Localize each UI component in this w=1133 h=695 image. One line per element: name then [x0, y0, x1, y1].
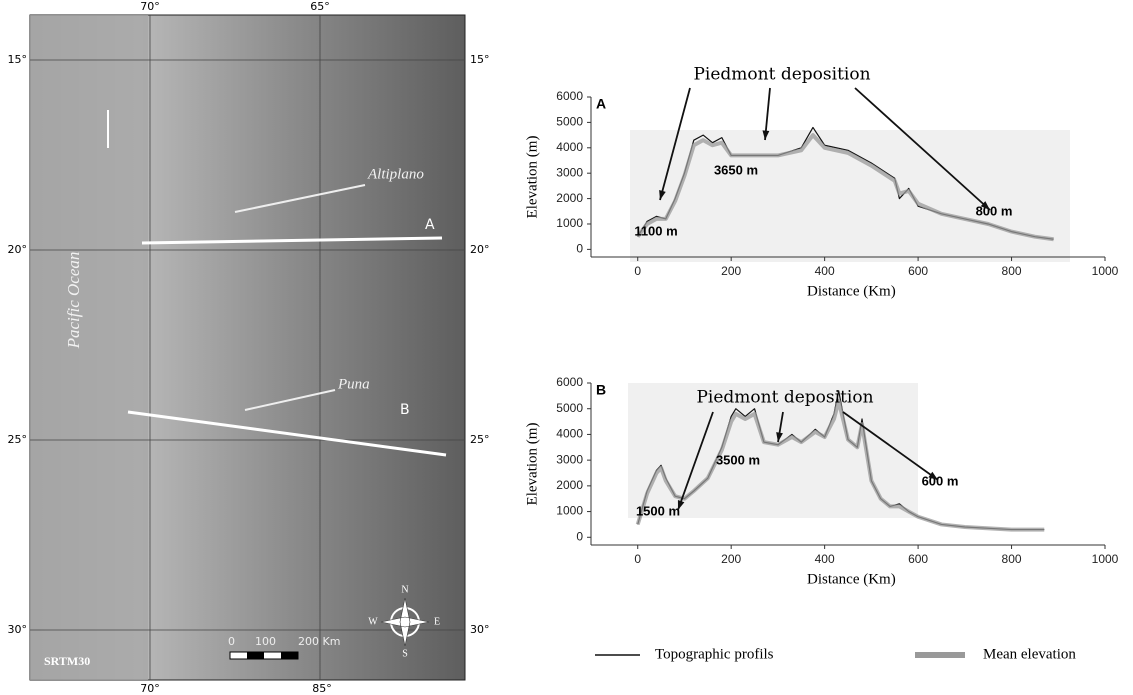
- source-label: SRTM30: [44, 654, 90, 668]
- x-tick-label: 600: [908, 264, 928, 278]
- compass-label: N: [401, 584, 408, 595]
- x-tick-label: 400: [815, 552, 835, 566]
- scale-label: 0: [228, 635, 235, 648]
- x-tick-label: 800: [1002, 552, 1022, 566]
- scale-bar: [281, 652, 298, 659]
- x-tick-label: 200: [721, 552, 741, 566]
- x-tick-label: 0: [634, 552, 641, 566]
- annotation: 1100 m: [634, 223, 677, 238]
- profile-label: B: [400, 402, 410, 418]
- annotation: 800 m: [976, 203, 1013, 218]
- lat-label: 20°: [470, 243, 490, 256]
- panel-label: B: [596, 382, 606, 398]
- map-labels: 70° 65° 70° 85° 15° 20° 25° 30° 15° 20° …: [8, 0, 490, 695]
- map: 70° 65° 70° 85° 15° 20° 25° 30° 15° 20° …: [8, 0, 490, 695]
- y-tick-label: 1000: [556, 216, 583, 230]
- region-label: Puna: [337, 376, 370, 392]
- series-line: [636, 133, 1054, 242]
- compass-label: E: [434, 616, 440, 627]
- legend-label: Topographic profils: [655, 646, 774, 662]
- lon-label: 65°: [310, 0, 330, 13]
- y-tick-label: 4000: [556, 140, 583, 154]
- profile-line: [127, 410, 447, 457]
- y-tick-label: 3000: [556, 452, 583, 466]
- y-tick-label: 0: [576, 529, 583, 543]
- x-tick-label: 1000: [1092, 552, 1119, 566]
- x-axis-label: Distance (Km): [807, 571, 896, 587]
- legend-label: Mean elevation: [983, 646, 1076, 662]
- scale-label: 200 Km: [298, 635, 340, 648]
- graticule: [30, 15, 465, 680]
- legend: Topographic profils Mean elevation: [595, 646, 1076, 662]
- lon-label: 85°: [312, 682, 332, 695]
- arrow: [659, 87, 691, 201]
- annotation: 1500 m: [636, 503, 680, 518]
- profile-chart: 0 1000 2000 3000 4000 5000 6000 0 200 400 600 800 10…: [524, 65, 1118, 300]
- arrow-head: [928, 471, 938, 480]
- series-line: [635, 399, 1045, 532]
- arrow: [854, 87, 991, 211]
- arrow-head: [980, 201, 990, 210]
- y-axis-label: Elevation (m): [524, 136, 540, 219]
- arrow: [842, 411, 939, 481]
- y-tick-label: 5000: [556, 401, 583, 415]
- y-tick-label: 4000: [556, 427, 583, 441]
- arrow: [677, 411, 714, 511]
- arrow-head: [677, 500, 685, 510]
- y-tick-label: 6000: [556, 375, 583, 389]
- lat-label: 15°: [8, 53, 28, 66]
- lat-label: 30°: [470, 623, 490, 636]
- scale-label: 100: [255, 635, 276, 648]
- arrow-head: [762, 130, 770, 140]
- lat-label: 20°: [8, 243, 28, 256]
- y-tick-label: 0: [576, 242, 583, 256]
- annotation: 3650 m: [714, 162, 758, 177]
- x-tick-label: 200: [721, 264, 741, 278]
- lon-label: 70°: [140, 682, 160, 695]
- compass-label: W: [368, 616, 378, 627]
- annotation: 3500 m: [716, 452, 760, 467]
- y-tick-label: 3000: [556, 165, 583, 179]
- y-tick-label: 2000: [556, 191, 583, 205]
- lat-label: 25°: [8, 433, 28, 446]
- ocean-area: [30, 15, 148, 680]
- ocean-label: Pacific Ocean: [64, 252, 83, 350]
- x-tick-label: 1000: [1092, 264, 1119, 278]
- y-tick-label: 6000: [556, 89, 583, 103]
- lat-label: 25°: [470, 433, 490, 446]
- x-tick-label: 800: [1002, 264, 1022, 278]
- arrow-head: [659, 190, 666, 200]
- panel-label: A: [596, 96, 606, 112]
- lat-label: 15°: [470, 53, 490, 66]
- arrow-head: [776, 432, 783, 442]
- x-tick-label: 600: [908, 552, 928, 566]
- shaded-area: [630, 130, 1070, 262]
- compass: N S E W: [368, 584, 440, 659]
- profile-chart: 0 1000 2000 3000 4000 5000 6000 0 200 400 600 800 10…: [524, 375, 1118, 587]
- y-axis-label: Elevation (m): [524, 423, 540, 506]
- arrow: [234, 184, 366, 213]
- lon-label: 70°: [140, 0, 160, 13]
- y-tick-label: 5000: [556, 115, 583, 129]
- annotation: 600 m: [922, 473, 959, 488]
- region-label: Altiplano: [367, 166, 424, 182]
- compass-label: S: [402, 648, 408, 659]
- x-tick-label: 400: [815, 264, 835, 278]
- x-tick-label: 0: [634, 264, 641, 278]
- arrow: [244, 389, 336, 411]
- annotation: Piedmont deposition: [696, 388, 873, 408]
- profile-line: [141, 236, 443, 245]
- y-tick-label: 1000: [556, 504, 583, 518]
- scale-bar: [247, 652, 264, 659]
- x-axis-label: Distance (Km): [807, 283, 896, 299]
- lat-label: 30°: [8, 623, 28, 636]
- annotation: Piedmont deposition: [693, 65, 870, 85]
- y-tick-label: 2000: [556, 478, 583, 492]
- profile-label: A: [425, 217, 435, 233]
